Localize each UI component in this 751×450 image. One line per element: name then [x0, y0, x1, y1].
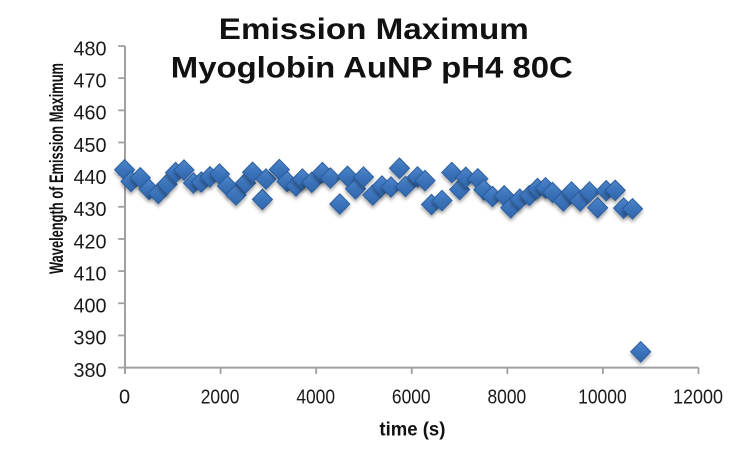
svg-text:410: 410 — [74, 263, 107, 285]
svg-text:8000: 8000 — [487, 386, 526, 408]
svg-text:390: 390 — [74, 328, 107, 350]
svg-text:380: 380 — [74, 360, 107, 382]
svg-text:Myoglobin AuNP pH4 80C: Myoglobin AuNP pH4 80C — [171, 52, 573, 85]
svg-text:2000: 2000 — [201, 386, 240, 408]
svg-text:420: 420 — [74, 231, 107, 253]
svg-text:400: 400 — [74, 296, 107, 318]
svg-text:Wavelength of Emission Maximum: Wavelength of Emission Maximum — [46, 63, 68, 274]
svg-text:4000: 4000 — [296, 386, 335, 408]
svg-text:460: 460 — [74, 103, 107, 125]
svg-text:10000: 10000 — [578, 386, 627, 408]
svg-text:450: 450 — [74, 135, 107, 157]
svg-text:12000: 12000 — [673, 386, 723, 408]
svg-text:time (s): time (s) — [379, 418, 445, 440]
svg-text:480: 480 — [74, 38, 107, 60]
svg-text:440: 440 — [74, 167, 107, 189]
svg-text:470: 470 — [74, 70, 107, 92]
svg-text:6000: 6000 — [392, 386, 431, 408]
svg-text:Emission Maximum: Emission Maximum — [219, 13, 529, 46]
svg-text:430: 430 — [74, 199, 107, 221]
svg-text:0: 0 — [119, 386, 130, 408]
